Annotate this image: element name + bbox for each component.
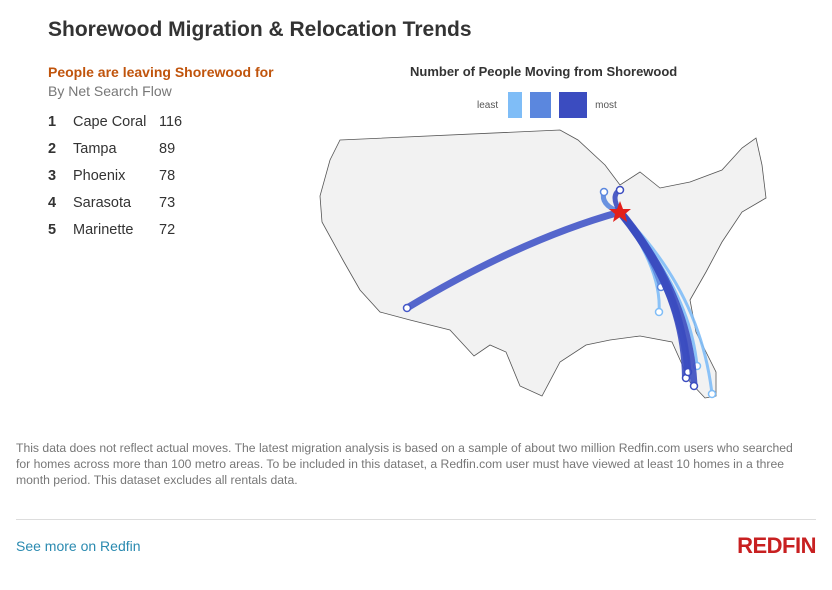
list-heading: People are leaving Shorewood for: [48, 64, 274, 80]
page-title: Shorewood Migration & Relocation Trends: [48, 18, 472, 41]
divider: [16, 519, 816, 520]
destination-point: [707, 389, 717, 399]
destination-point: [402, 303, 412, 313]
legend-swatch-high: [559, 92, 588, 118]
list-item: 2 Tampa 89: [48, 135, 182, 162]
origin-star: [609, 201, 631, 222]
destination-point: [689, 381, 699, 391]
flow-line: [405, 208, 621, 311]
map-title: Number of People Moving from Shorewood: [410, 64, 678, 79]
rank: 5: [48, 221, 57, 238]
list-item: 4 Sarasota 73: [48, 189, 182, 216]
legend-swatch-mid: [530, 92, 552, 118]
list-item: 5 Marinette 72: [48, 216, 182, 243]
value: 89: [159, 140, 176, 157]
value: 78: [159, 167, 176, 184]
city: Phoenix: [73, 167, 126, 184]
see-more-link[interactable]: See more on Redfin: [16, 538, 141, 554]
legend: least most: [477, 92, 617, 118]
destination-list: 1 Cape Coral 116 2 Tampa 89 3 Phoenix 78 4 Sara…: [48, 108, 182, 243]
city: Sarasota: [73, 194, 132, 211]
rank: 1: [48, 113, 57, 130]
legend-least: least: [477, 99, 499, 111]
rank: 4: [48, 194, 57, 211]
rank: 2: [48, 140, 57, 157]
city: Marinette: [73, 221, 134, 238]
value: 73: [159, 194, 176, 211]
rank: 3: [48, 167, 57, 184]
redfin-logo: REDFIN: [737, 533, 816, 558]
legend-most: most: [595, 99, 617, 111]
list-item: 3 Phoenix 78: [48, 162, 182, 189]
destination-point: [654, 307, 664, 317]
us-map: [319, 129, 767, 399]
flow-map: [319, 129, 767, 399]
destination-point: [615, 185, 625, 195]
flow-line: [617, 209, 698, 387]
legend-swatch-low: [508, 92, 523, 118]
disclaimer: This data does not reflect actual moves.…: [16, 441, 793, 487]
city: Cape Coral: [73, 113, 147, 130]
list-subheading: By Net Search Flow: [48, 83, 172, 99]
value: 116: [159, 113, 183, 130]
value: 72: [159, 221, 176, 238]
city: Tampa: [73, 140, 117, 157]
list-item: 1 Cape Coral 116: [48, 108, 182, 135]
destination-point: [599, 187, 609, 197]
